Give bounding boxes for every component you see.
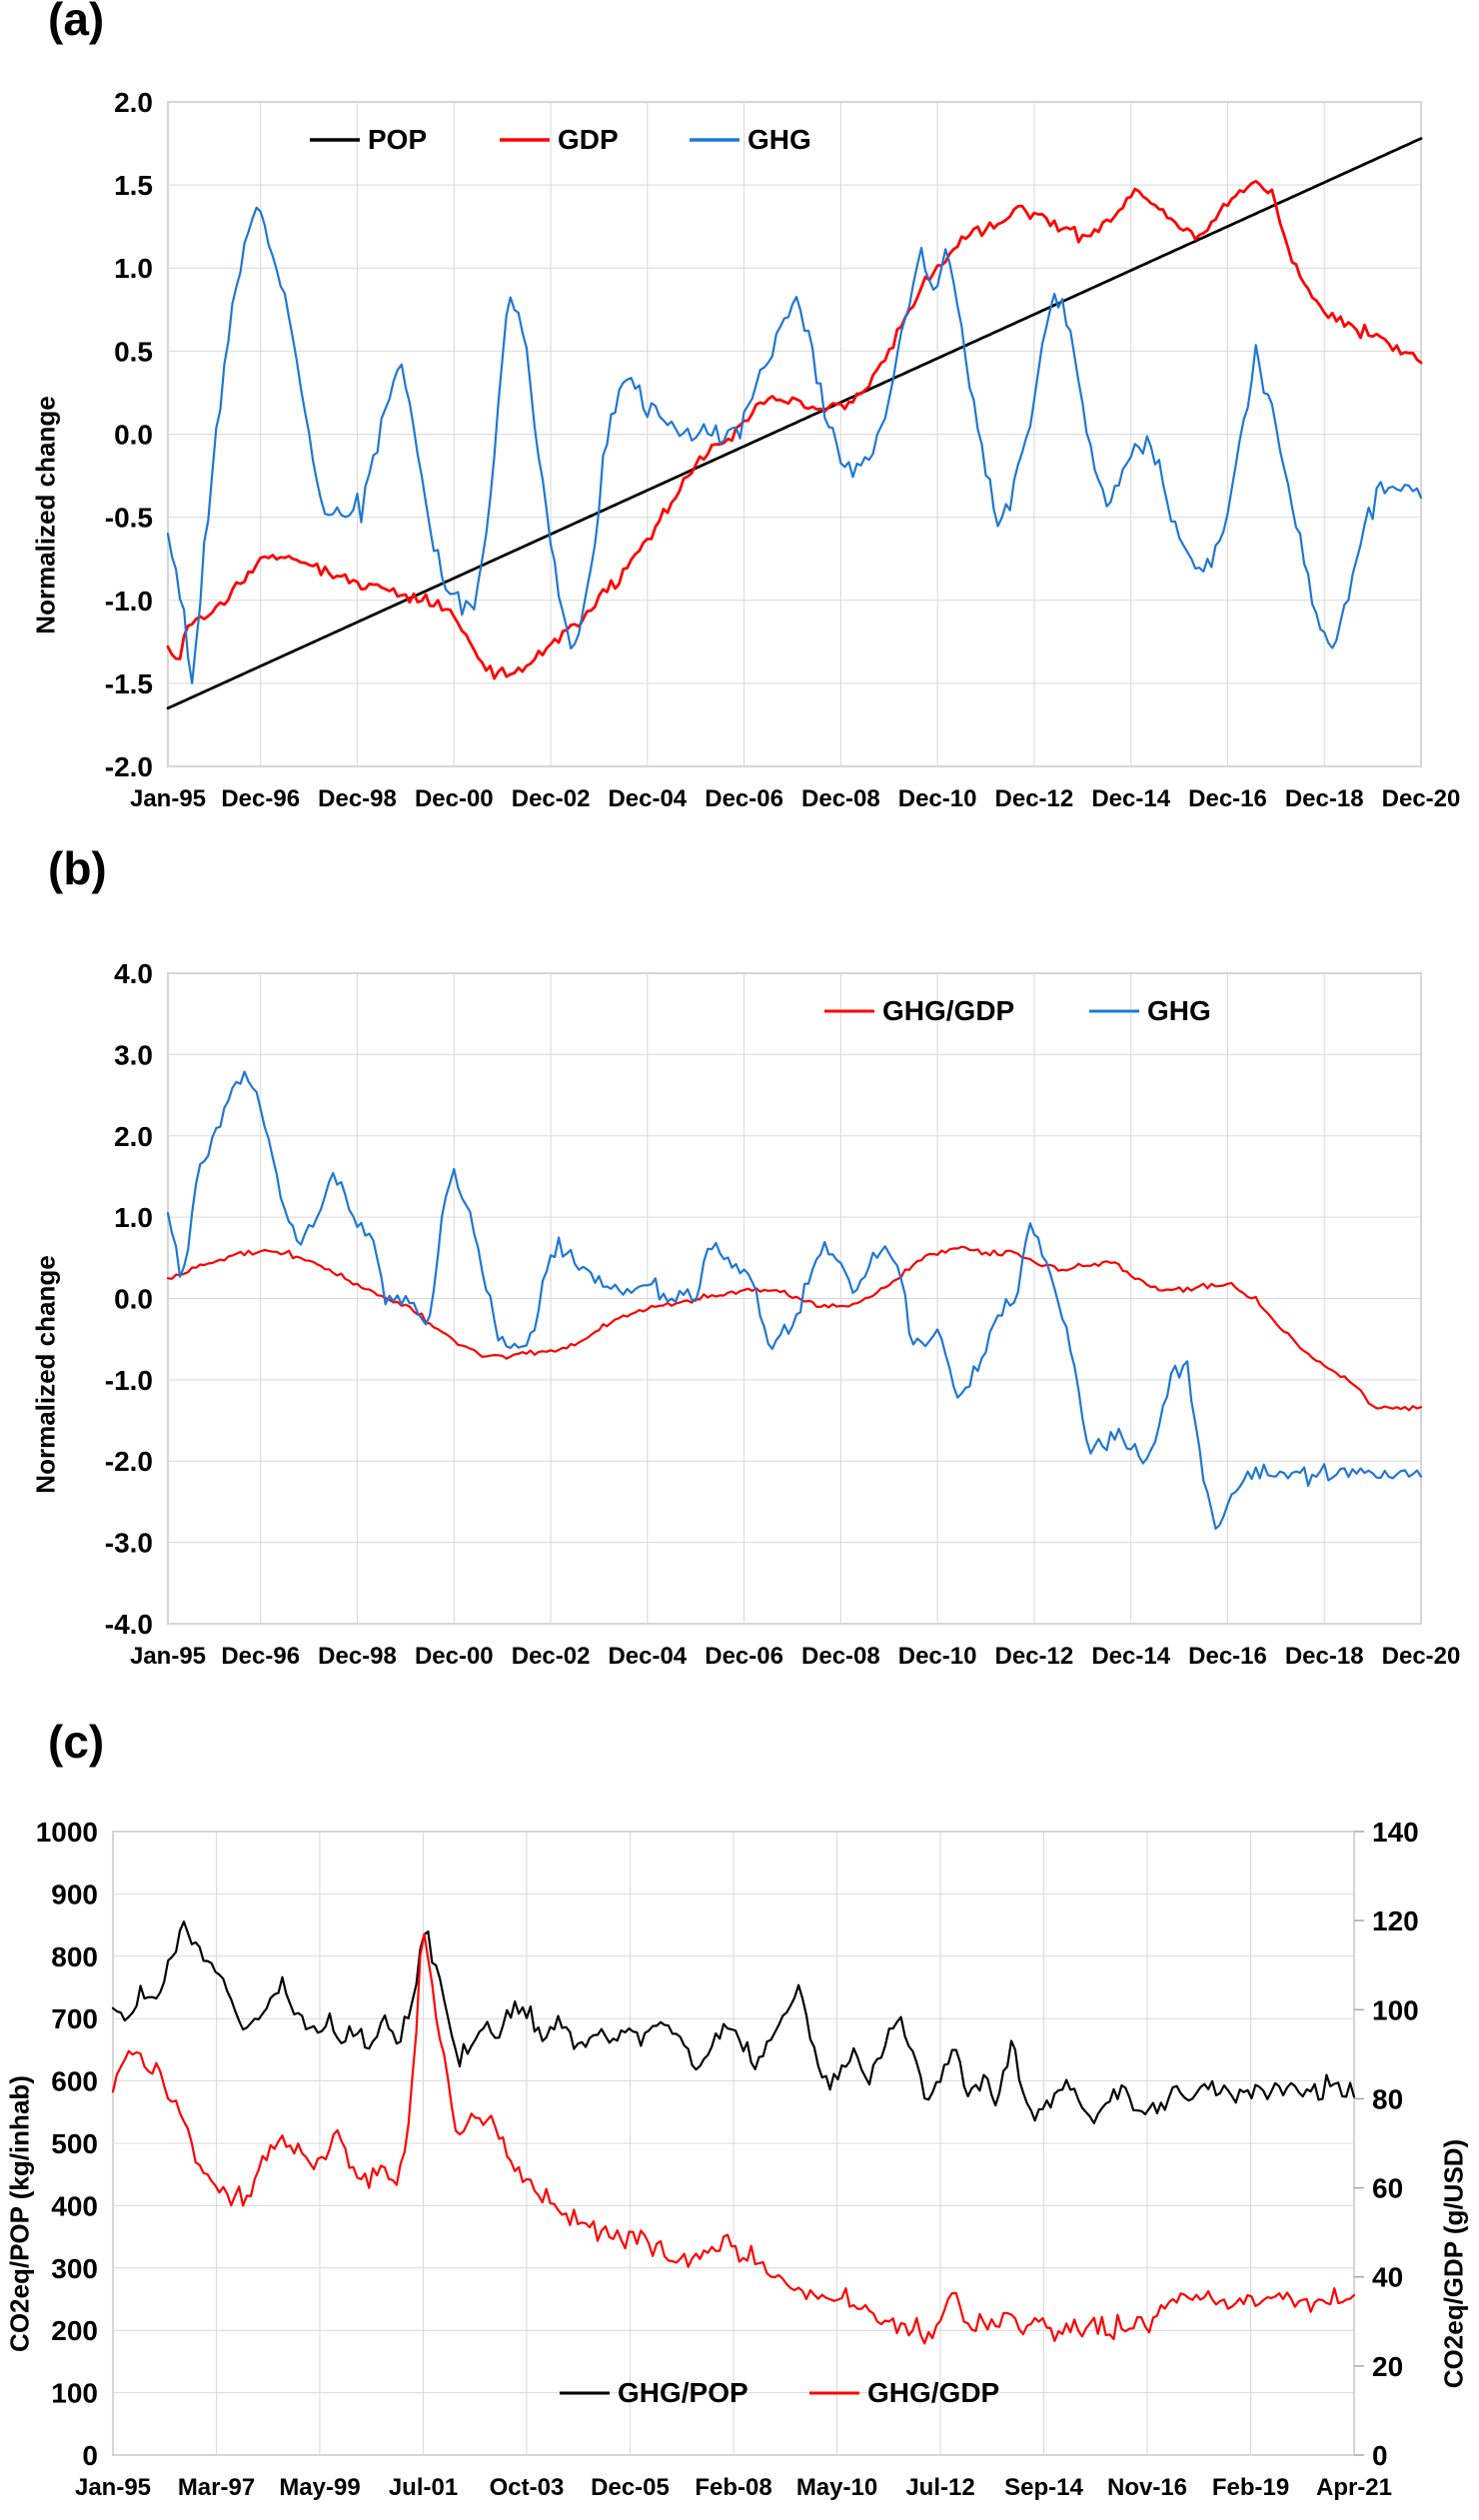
svg-text:Dec-18: Dec-18 (1285, 1643, 1364, 1670)
svg-text:1000: 1000 (36, 1817, 98, 1848)
svg-text:Nov-16: Nov-16 (1107, 2474, 1187, 2501)
svg-text:Oct-03: Oct-03 (490, 2474, 565, 2501)
svg-text:-3.0: -3.0 (105, 1528, 153, 1559)
svg-text:Dec-02: Dec-02 (512, 1643, 591, 1670)
svg-text:2.0: 2.0 (114, 87, 153, 118)
svg-text:GHG: GHG (1147, 995, 1211, 1026)
svg-text:Dec-10: Dec-10 (898, 785, 977, 812)
svg-text:GHG: GHG (747, 124, 811, 155)
svg-text:Jan-95: Jan-95 (130, 1643, 206, 1670)
svg-text:GHG/GDP: GHG/GDP (867, 2377, 999, 2408)
svg-text:700: 700 (51, 2003, 98, 2034)
svg-text:GHG/GDP: GHG/GDP (882, 995, 1014, 1026)
svg-text:Jan-95: Jan-95 (75, 2474, 151, 2501)
svg-text:0: 0 (82, 2440, 98, 2471)
svg-text:POP: POP (368, 124, 427, 155)
svg-text:Dec-04: Dec-04 (608, 1643, 687, 1670)
svg-text:-1.0: -1.0 (105, 1365, 153, 1396)
svg-text:800: 800 (51, 1941, 98, 1972)
svg-text:Dec-96: Dec-96 (221, 1643, 300, 1670)
svg-text:0.0: 0.0 (114, 420, 153, 451)
svg-text:Dec-18: Dec-18 (1285, 785, 1364, 812)
svg-text:Dec-00: Dec-00 (415, 785, 494, 812)
svg-text:Dec-16: Dec-16 (1188, 785, 1267, 812)
svg-text:Dec-08: Dec-08 (801, 785, 880, 812)
svg-text:0.5: 0.5 (114, 336, 153, 367)
svg-text:Dec-20: Dec-20 (1382, 1643, 1461, 1670)
svg-text:May-99: May-99 (279, 2474, 360, 2501)
svg-text:Dec-96: Dec-96 (221, 785, 300, 812)
svg-text:Dec-04: Dec-04 (608, 785, 687, 812)
svg-text:May-10: May-10 (796, 2474, 877, 2501)
svg-text:-4.0: -4.0 (105, 1609, 153, 1640)
svg-text:100: 100 (51, 2378, 98, 2409)
svg-text:Jul-12: Jul-12 (905, 2474, 974, 2501)
svg-text:Dec-98: Dec-98 (318, 785, 397, 812)
svg-text:0: 0 (1372, 2440, 1388, 2471)
svg-text:Dec-20: Dec-20 (1382, 785, 1461, 812)
svg-text:-1.0: -1.0 (105, 586, 153, 617)
svg-text:20: 20 (1372, 2351, 1403, 2382)
svg-text:Dec-14: Dec-14 (1091, 1643, 1170, 1670)
svg-text:-0.5: -0.5 (105, 503, 153, 534)
svg-text:2.0: 2.0 (114, 1121, 153, 1152)
svg-text:Dec-14: Dec-14 (1091, 785, 1170, 812)
svg-text:4.0: 4.0 (114, 958, 153, 989)
svg-text:GDP: GDP (558, 124, 619, 155)
svg-text:Dec-16: Dec-16 (1188, 1643, 1267, 1670)
svg-text:1.0: 1.0 (114, 253, 153, 284)
svg-text:0.0: 0.0 (114, 1284, 153, 1315)
svg-text:-2.0: -2.0 (105, 1446, 153, 1477)
svg-text:1.0: 1.0 (114, 1202, 153, 1233)
svg-text:Sep-14: Sep-14 (1004, 2474, 1083, 2501)
svg-text:60: 60 (1372, 2173, 1403, 2204)
svg-text:Jul-01: Jul-01 (389, 2474, 458, 2501)
svg-text:200: 200 (51, 2315, 98, 2346)
svg-text:40: 40 (1372, 2262, 1403, 2293)
svg-text:120: 120 (1372, 1905, 1419, 1936)
svg-text:Apr-21: Apr-21 (1316, 2474, 1392, 2501)
svg-text:Dec-98: Dec-98 (318, 1643, 397, 1670)
svg-text:Jan-95: Jan-95 (130, 785, 206, 812)
svg-text:-2.0: -2.0 (105, 751, 153, 782)
svg-text:400: 400 (51, 2190, 98, 2221)
svg-text:500: 500 (51, 2128, 98, 2159)
svg-text:300: 300 (51, 2253, 98, 2284)
svg-text:Dec-02: Dec-02 (512, 785, 591, 812)
svg-text:Dec-05: Dec-05 (591, 2474, 670, 2501)
svg-text:Dec-08: Dec-08 (801, 1643, 880, 1670)
svg-text:Feb-08: Feb-08 (695, 2474, 771, 2501)
svg-text:GHG/POP: GHG/POP (618, 2377, 748, 2408)
svg-text:1.5: 1.5 (114, 170, 153, 201)
svg-text:900: 900 (51, 1879, 98, 1909)
svg-text:140: 140 (1372, 1817, 1419, 1848)
svg-text:Dec-10: Dec-10 (898, 1643, 977, 1670)
svg-text:600: 600 (51, 2066, 98, 2097)
svg-text:Dec-06: Dec-06 (705, 1643, 783, 1670)
svg-text:Dec-06: Dec-06 (705, 785, 783, 812)
svg-text:Dec-12: Dec-12 (995, 785, 1074, 812)
svg-text:100: 100 (1372, 1994, 1419, 2025)
svg-text:Feb-19: Feb-19 (1212, 2474, 1289, 2501)
svg-text:80: 80 (1372, 2083, 1403, 2114)
svg-text:Mar-97: Mar-97 (178, 2474, 255, 2501)
svg-text:Dec-12: Dec-12 (995, 1643, 1074, 1670)
svg-text:Dec-00: Dec-00 (415, 1643, 494, 1670)
svg-text:-1.5: -1.5 (105, 668, 153, 699)
svg-text:3.0: 3.0 (114, 1039, 153, 1070)
